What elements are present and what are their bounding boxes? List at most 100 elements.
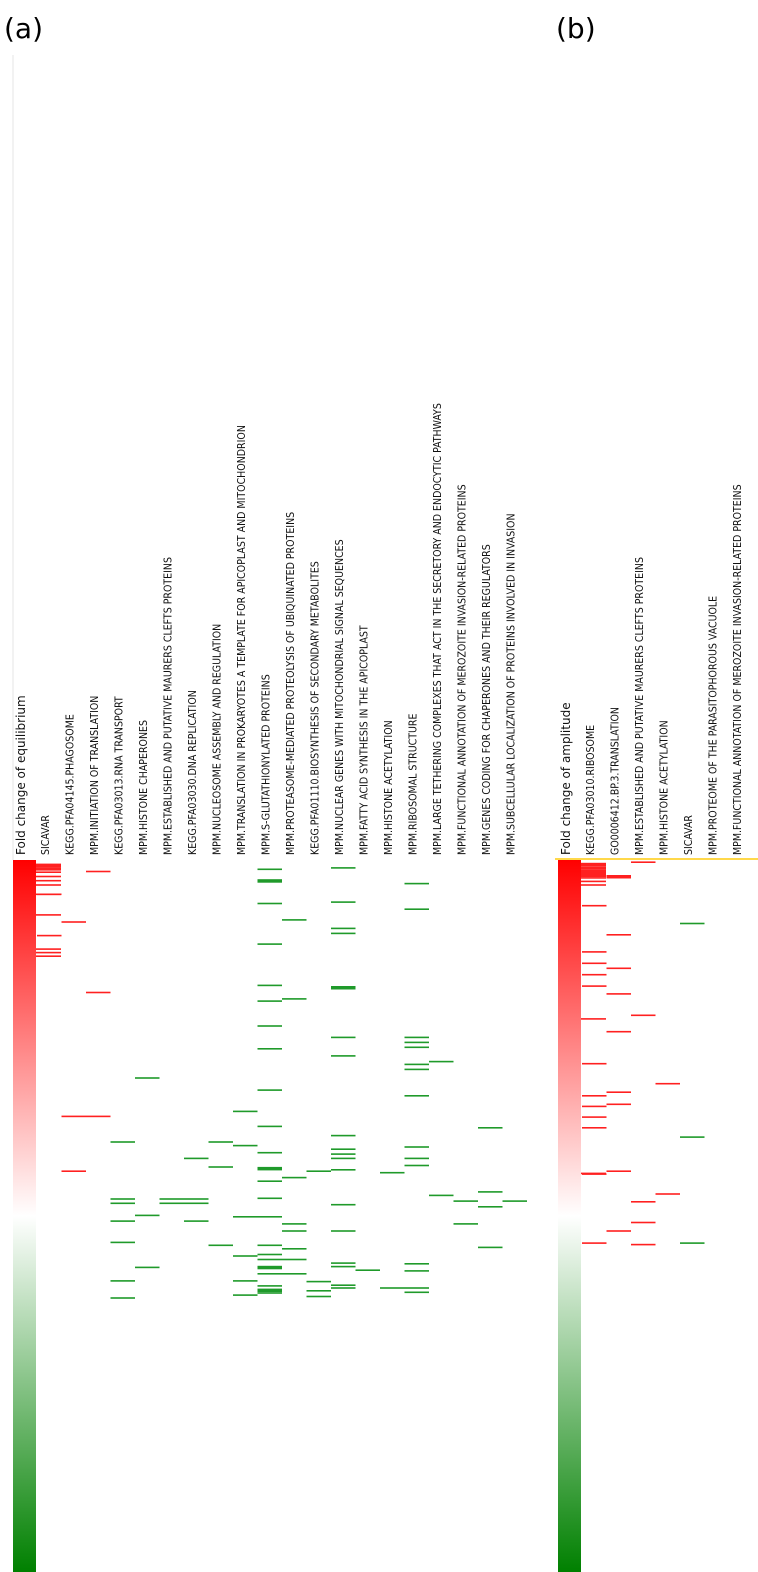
panel-a-column-label-13: MPM.NUCLEAR GENES WITH MITOCHONDRIAL SIG… [334, 539, 346, 855]
panel-a-mark-103 [404, 1036, 429, 1039]
panel-a-marks [36, 863, 527, 1299]
panel-a-mark-124 [502, 1200, 527, 1202]
panel-a-mark-64 [257, 1273, 282, 1275]
panel-b-mark-28 [606, 1103, 631, 1106]
panel-a-mark-104 [404, 1041, 429, 1044]
panel-a-mark-81 [331, 901, 356, 903]
panel-a-mark-114 [404, 1287, 429, 1289]
panel-a-mark-1 [36, 863, 61, 868]
panel-a-mark-111 [404, 1164, 429, 1167]
panel-b-mark-8 [581, 1018, 606, 1020]
panel-b-mark-1 [581, 862, 606, 867]
panel-b-mark-19 [582, 1127, 607, 1129]
panel-a-mark-30 [159, 1198, 184, 1200]
panel-a-mark-115 [404, 1291, 429, 1294]
panel-b-column-label-1: KEGG.PFA03010.RIBOSOME [585, 725, 597, 855]
panel-a-column-label-10: MPM.S-GLUTATHIONYLATED PROTEINS [261, 674, 273, 855]
panel-a-mark-93 [331, 1230, 356, 1232]
panel-a-mark-45 [257, 868, 282, 871]
panel-a-mark-63 [257, 1265, 282, 1270]
panel-a-mark-99 [380, 1171, 405, 1174]
panel-a-mark-61 [257, 1253, 282, 1256]
panel-b-mark-33 [631, 1201, 656, 1203]
panel-a-mark-109 [404, 1146, 429, 1148]
panel-a-mark-31 [159, 1202, 184, 1205]
panel-a-mark-85 [331, 1036, 356, 1039]
panel-a-mark-112 [404, 1263, 429, 1265]
colorbar-a [13, 860, 36, 1572]
panel-a-column-label-19: MPM.GENES CODING FOR CHAPERONES AND THEI… [481, 544, 493, 855]
panel-a-mark-52 [257, 1048, 282, 1050]
panel-a-mark-107 [404, 1068, 429, 1071]
panel-b-mark-3 [581, 870, 606, 874]
panel-a-mark-97 [331, 1287, 356, 1289]
panel-b-column-labels: KEGG.PFA03010.RIBOSOME GO0006412.BP.3.TRA… [585, 484, 744, 855]
panel-a-column-label-8: MPM.NUCLEOSOME ASSEMBLY AND REGULATION [212, 624, 224, 855]
panel-a-mark-101 [404, 882, 429, 885]
panel-a-column-labels: SICAVAR KEGG.PFA04145.PHAGOSOME MPM.INITIA… [40, 403, 518, 855]
panel-b-mark-13 [582, 973, 607, 976]
panel-a-mark-10 [36, 951, 61, 954]
panel-a-column-label-20: MPM.SUBCELLULAR LOCALIZATION OF PROTEINS… [506, 513, 518, 855]
panel-a-mark-102 [404, 908, 429, 910]
panel-b-column-label-7: MPM.FUNCTIONAL ANNOTATION OF MEROZOITE I… [732, 484, 744, 855]
panel-a-column-label-2: KEGG.PFA04145.PHAGOSOME [65, 714, 77, 855]
panel-a-mark-38 [208, 1244, 233, 1247]
panel-a-mark-70 [282, 1176, 307, 1179]
panel-a-mark-18 [86, 991, 111, 994]
panel-a-column-label-6: MPM.ESTABLISHED AND PUTATIVE MAURERS CLE… [163, 557, 175, 855]
panel-a-mark-28 [135, 1214, 160, 1217]
panel-a-mark-51 [257, 1025, 282, 1027]
panel-a-mark-8 [36, 914, 61, 916]
panel-a-mark-106 [404, 1063, 429, 1066]
panel-b-mark-34 [631, 1221, 656, 1224]
panel-b-mark-35 [631, 1243, 656, 1246]
panel-a-mark-13 [37, 934, 62, 937]
panel-a-mark-77 [306, 1280, 331, 1283]
panel-a-mark-39 [233, 1110, 258, 1113]
panel-a-mark-92 [331, 1203, 356, 1206]
panel-a-mark-68 [282, 919, 307, 921]
panel-b-mark-5 [581, 877, 606, 879]
panel-b-mark-32 [631, 1014, 656, 1017]
panel-b-mark-40 [680, 1242, 705, 1244]
panel-a-mark-105 [404, 1046, 429, 1049]
panel-a-mark-19 [86, 1115, 111, 1118]
panel-a-mark-108 [404, 1095, 429, 1097]
panel-a-column-label-18: MPM.FUNCTIONAL ANNOTATION OF MEROZOITE I… [457, 484, 469, 855]
panel-b-mark-16 [582, 1095, 607, 1097]
panel-a-mark-4 [36, 875, 61, 878]
panel-a-mark-29 [135, 1266, 160, 1269]
panel-a-mark-69 [282, 998, 307, 1000]
panel-a-column-label-11: MPM.PROTEASOME-MEDIATED PROTEOLYSIS OF U… [285, 512, 297, 855]
panel-a-mark-49 [257, 984, 282, 987]
panel-b-mark-31 [631, 861, 656, 863]
panel-a-column-label-5: MPM.HISTONE CHAPERONES [138, 720, 150, 855]
panel-a-mark-88 [331, 1148, 356, 1150]
panel-b-mark-7 [581, 884, 606, 886]
panel-a-mark-80 [331, 867, 356, 869]
panel-b-mark-11 [582, 951, 607, 953]
panel-a-mark-120 [478, 1127, 503, 1129]
panel-a-mark-82 [331, 927, 356, 930]
panel-a-mark-83 [331, 932, 356, 935]
panel-b-mark-18 [582, 1116, 607, 1118]
panel-a-mark-53 [257, 1089, 282, 1091]
panel-a-column-label-15: MPM.HISTONE ACETYLATION [383, 720, 395, 855]
panel-a-mark-74 [282, 1258, 307, 1261]
panel-a-mark-5 [36, 879, 61, 882]
panel-a-mark-37 [208, 1166, 233, 1168]
panel-a-mark-14 [61, 921, 86, 923]
panel-a-mark-66 [257, 1288, 282, 1293]
panel-a-mark-76 [306, 1170, 331, 1172]
panel-a-mark-26 [110, 1297, 135, 1299]
colorbar-a-label: Fold change of equilibrium [14, 695, 28, 855]
panel-a-mark-67 [257, 1292, 282, 1294]
panel-a-mark-79 [306, 1295, 331, 1298]
panel-a-mark-46 [257, 879, 282, 883]
panel-b-mark-17 [582, 1105, 607, 1108]
panel-a-mark-27 [135, 1077, 160, 1079]
panel-a-mark-50 [257, 1000, 282, 1002]
panel-a-mark-43 [233, 1280, 258, 1282]
